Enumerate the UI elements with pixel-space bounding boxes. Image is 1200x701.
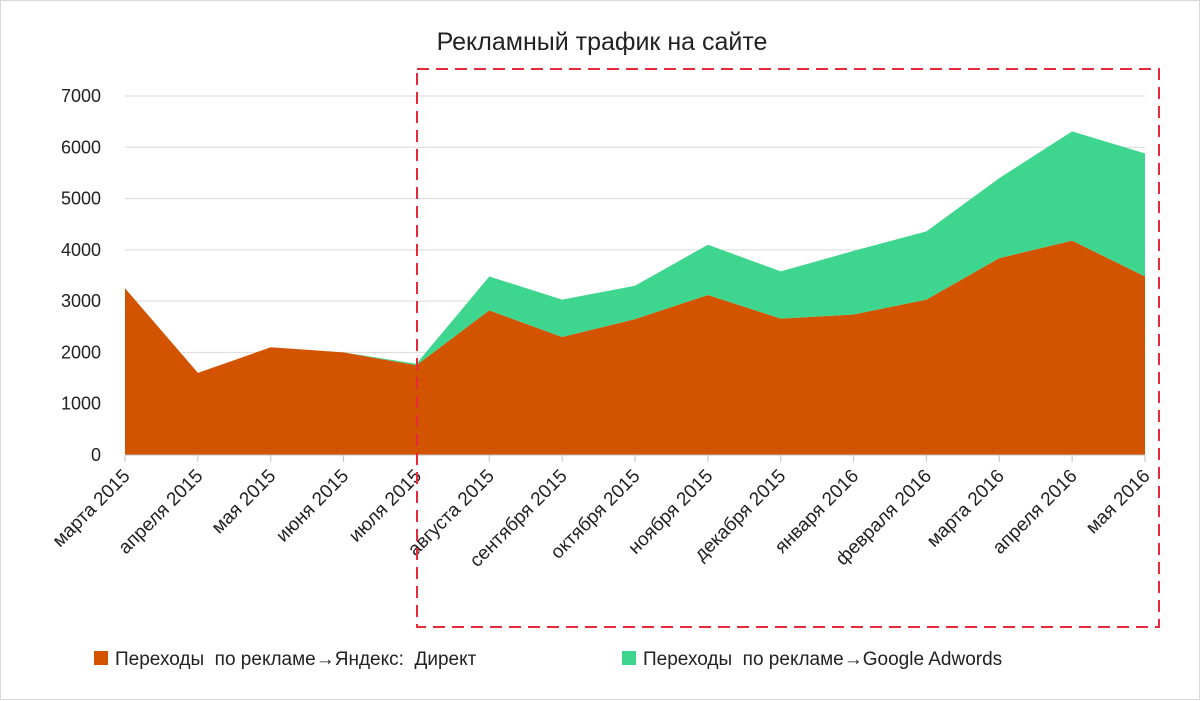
plot-areas <box>125 131 1145 455</box>
legend-swatch-1 <box>94 651 108 665</box>
legend: Переходы по рекламе→Яндекс: Директ Перехо… <box>94 649 1002 670</box>
y-tick-label: 3000 <box>61 291 101 311</box>
series-area-2 <box>125 131 1145 373</box>
y-tick-label: 7000 <box>61 86 101 106</box>
y-tick-label: 6000 <box>61 137 101 157</box>
legend-label-2: Переходы по рекламе→Google Adwords <box>643 649 1002 670</box>
legend-label-1: Переходы по рекламе→Яндекс: Директ <box>115 649 477 670</box>
y-tick-label: 5000 <box>61 189 101 209</box>
y-tick-label: 1000 <box>61 394 101 414</box>
y-tick-label: 0 <box>91 445 101 465</box>
chart-title: Рекламный трафик на сайте <box>437 28 768 56</box>
highlight-box <box>416 68 1160 628</box>
series-area-1 <box>125 240 1145 455</box>
axes <box>124 454 1146 462</box>
x-tick-label: июня 2015 <box>272 466 353 547</box>
y-tick-label: 2000 <box>61 342 101 362</box>
x-tick-label: мая 2016 <box>1082 466 1154 538</box>
x-tick-label: июля 2015 <box>345 466 426 547</box>
legend-swatch-2 <box>622 651 636 665</box>
y-tick-label: 4000 <box>61 240 101 260</box>
x-tick-label: мая 2015 <box>208 466 280 538</box>
y-axis-ticks: 0 1000 2000 3000 4000 5000 6000 7000 <box>61 86 101 465</box>
